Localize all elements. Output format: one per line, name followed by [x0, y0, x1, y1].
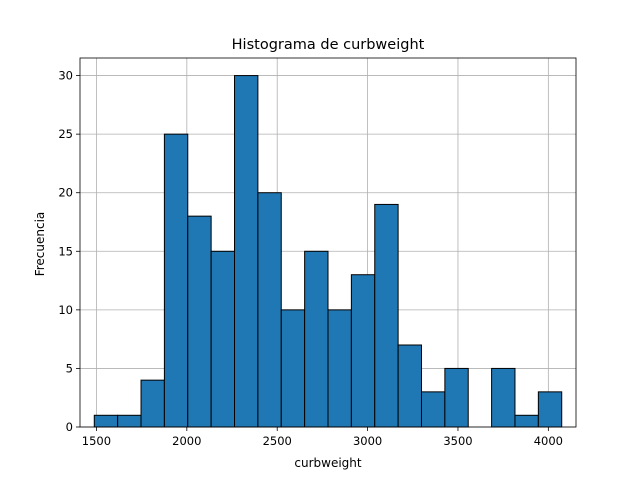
- y-tick-label: 5: [66, 361, 73, 375]
- y-tick-label: 15: [58, 244, 73, 258]
- y-axis-ticks: 0 5 10 15 20 25 30: [58, 69, 80, 434]
- histogram-bar: [444, 367, 469, 428]
- histogram-bar: [140, 379, 165, 428]
- x-tick-label: 3500: [443, 434, 472, 448]
- histogram-bar: [234, 75, 259, 428]
- histogram-bar: [117, 414, 142, 428]
- histogram-bar: [374, 203, 399, 428]
- histogram-bar: [491, 367, 516, 428]
- x-axis-label: curbweight: [294, 456, 362, 470]
- y-tick-label: 25: [58, 127, 73, 141]
- histogram-bar: [163, 133, 189, 428]
- histogram-bar: [187, 215, 212, 428]
- y-tick-label: 10: [58, 303, 73, 317]
- histogram-bar: [327, 309, 352, 428]
- y-tick-label: 20: [58, 186, 73, 200]
- y-axis-label: Frecuencia: [33, 212, 47, 277]
- y-tick-label: 30: [58, 69, 73, 83]
- histogram-bar: [350, 274, 376, 428]
- x-axis-ticks: 1500 2000 2500 3000 3500 4000: [82, 427, 563, 448]
- histogram-bar: [304, 250, 329, 428]
- histogram-bar: [537, 391, 563, 428]
- plot-frame: [79, 57, 577, 428]
- x-tick-label: 4000: [534, 434, 563, 448]
- x-tick-label: 2500: [263, 434, 292, 448]
- x-tick-label: 1500: [82, 434, 111, 448]
- histogram-bar: [514, 414, 539, 428]
- histogram-bar: [93, 414, 119, 428]
- histogram-bar: [210, 250, 236, 428]
- histogram-bar: [420, 391, 446, 428]
- grid-lines: [80, 58, 576, 428]
- histogram-bars: [93, 75, 563, 428]
- histogram-bar: [397, 344, 422, 428]
- chart-title: Histograma de curbweight: [232, 37, 425, 53]
- y-tick-label: 0: [66, 420, 73, 434]
- x-tick-label: 2000: [172, 434, 201, 448]
- histogram-bar: [280, 309, 306, 428]
- histogram-bar: [257, 192, 282, 428]
- x-tick-label: 3000: [353, 434, 382, 448]
